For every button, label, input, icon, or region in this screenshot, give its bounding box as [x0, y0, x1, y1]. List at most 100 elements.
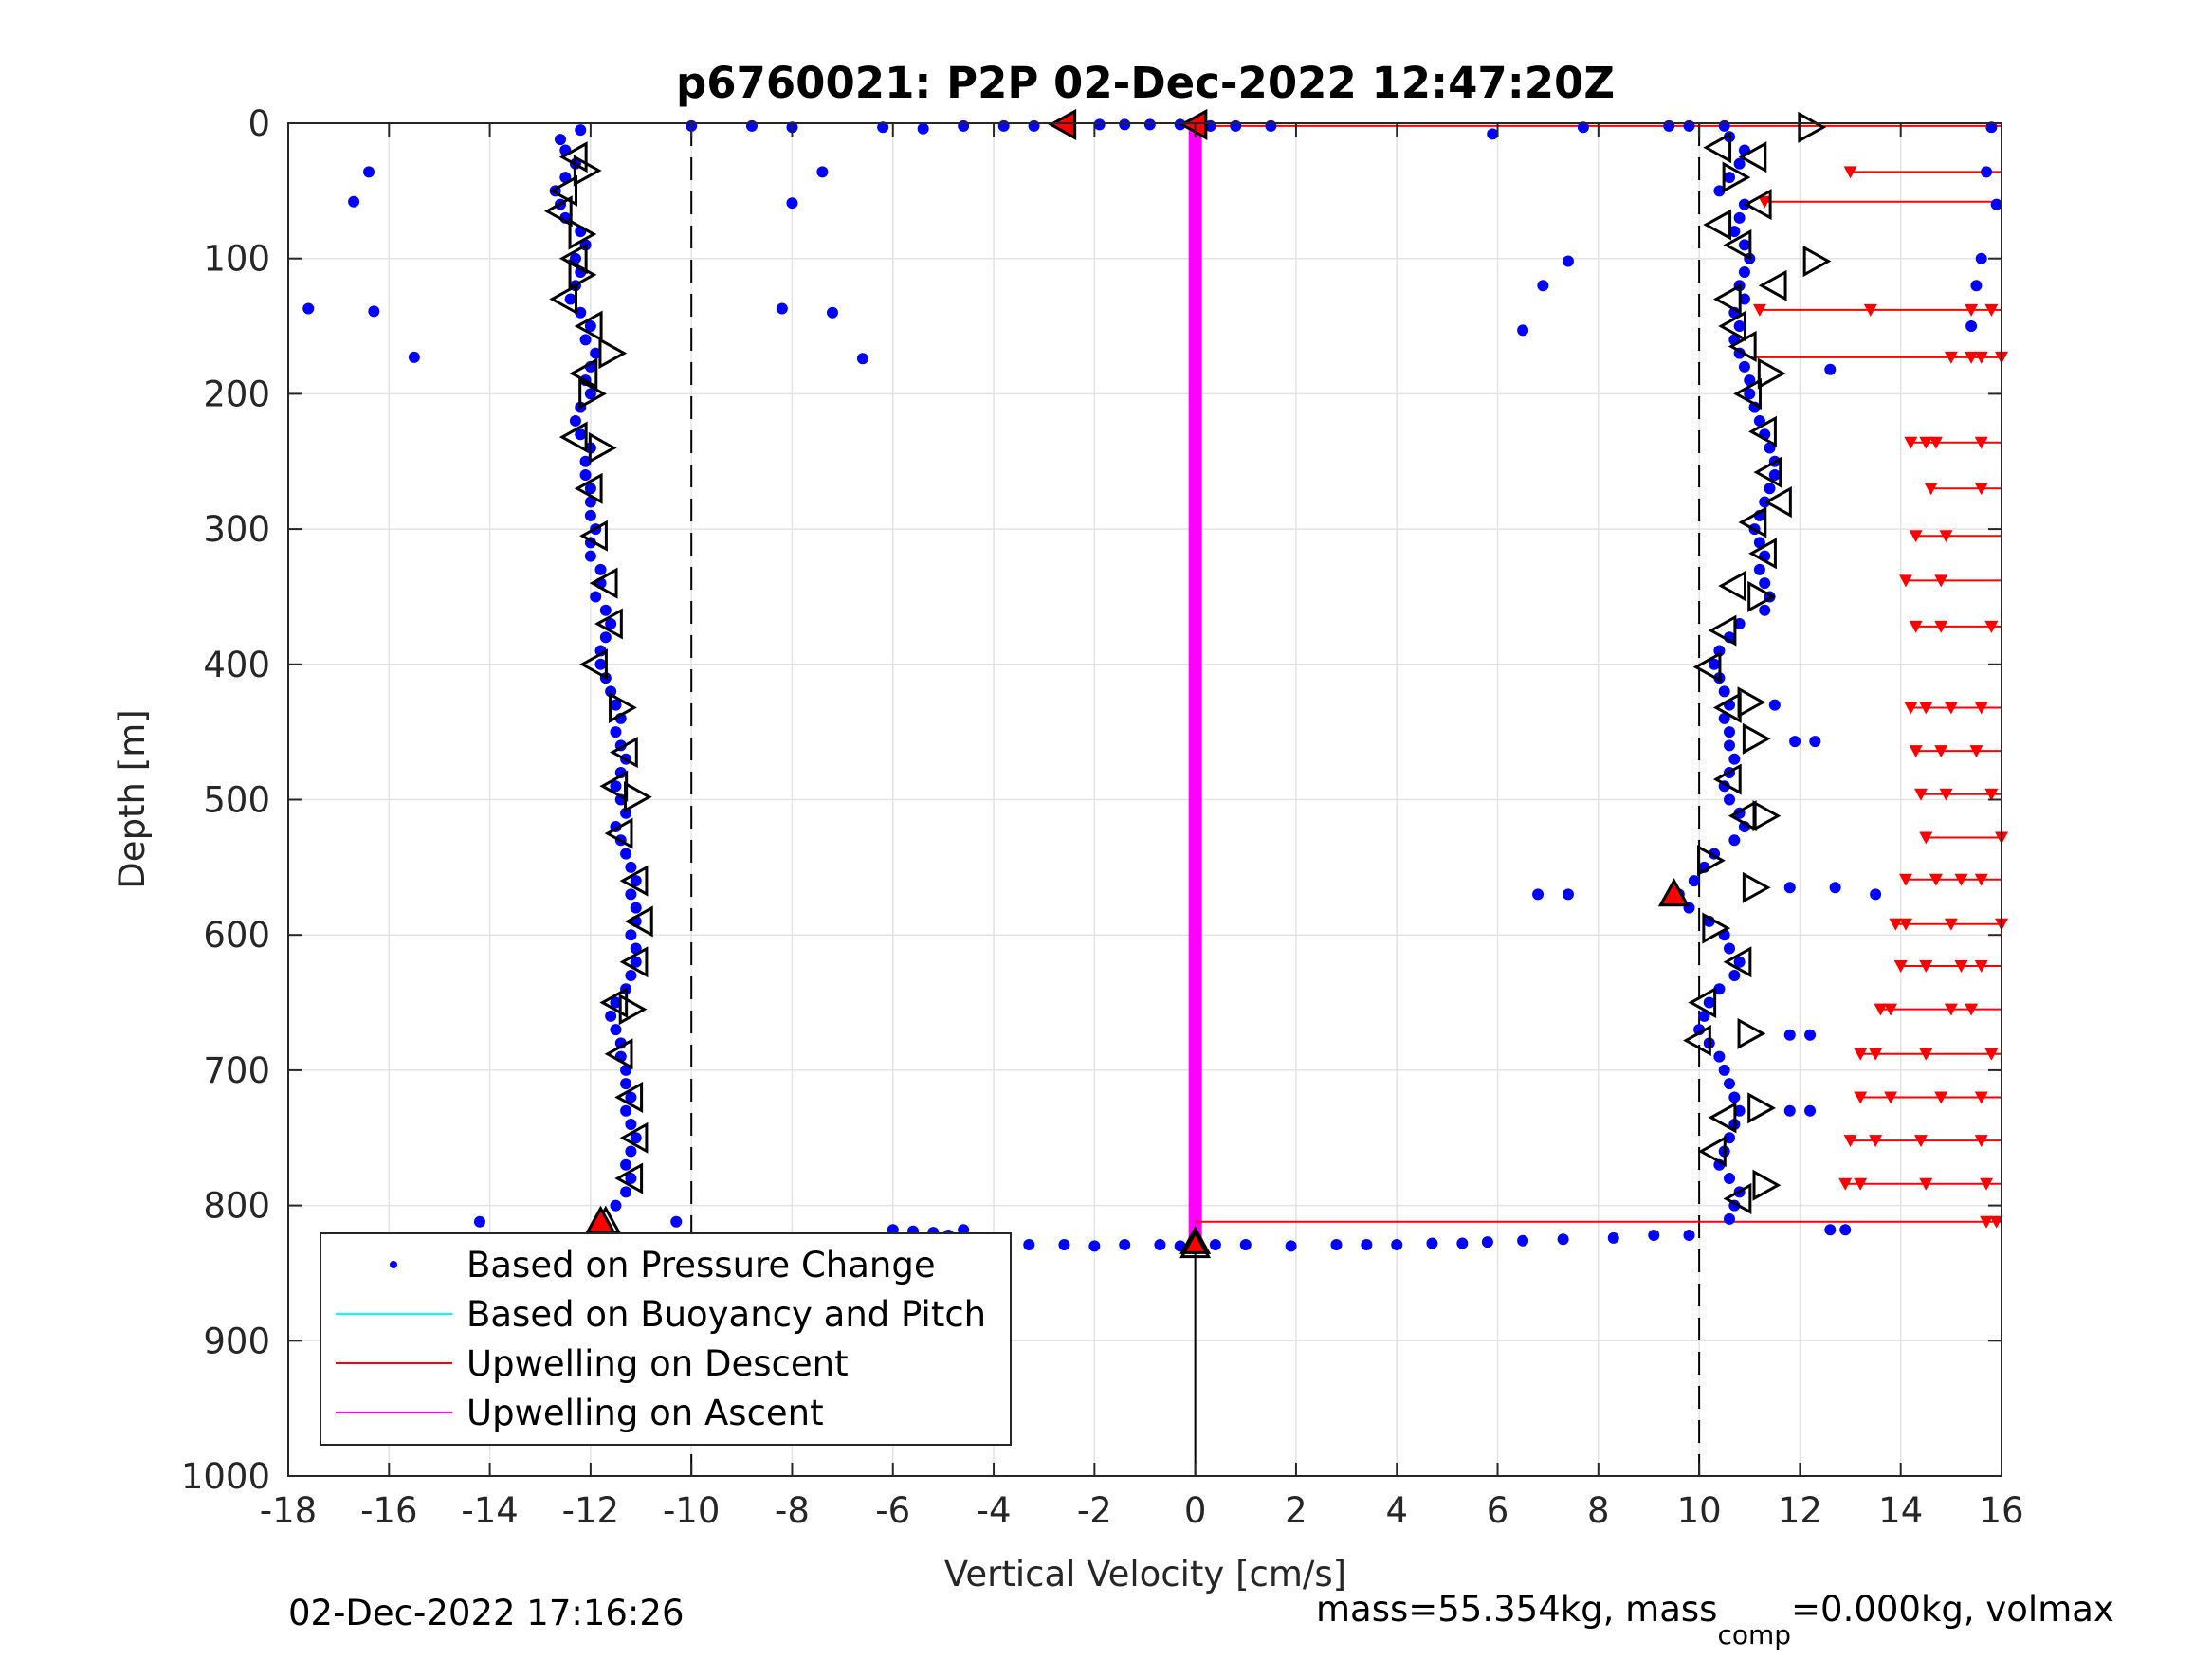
ascent-direction-marker	[1722, 161, 1751, 193]
ascent-direction-marker	[1692, 651, 1722, 684]
pressure-change-point	[620, 1104, 632, 1117]
pressure-change-point	[625, 888, 637, 901]
ascent-direction-marker	[1712, 763, 1742, 795]
pressure-change-point	[1709, 658, 1721, 670]
descent-direction-marker	[609, 737, 638, 769]
descent-direction-marker	[578, 377, 607, 410]
pressure-change-point	[1391, 1238, 1403, 1250]
pressure-change-point	[1688, 875, 1700, 887]
upwelling-descent-marker	[1913, 1135, 1928, 1148]
upwelling-descent-marker	[1980, 1177, 1994, 1191]
pressure-change-point	[1764, 483, 1776, 495]
pressure-change-point	[610, 726, 622, 738]
y-axis-label: Depth [m]	[112, 709, 153, 888]
upwelling-descent-marker	[1913, 788, 1928, 801]
pressure-change-point	[1426, 1237, 1438, 1249]
pressure-change-point	[630, 902, 642, 914]
pressure-change-point	[1703, 996, 1715, 1009]
pressure-change-point	[1718, 119, 1730, 132]
pressure-change-point	[1764, 442, 1776, 454]
pressure-change-point	[1143, 118, 1156, 131]
descent-direction-marker	[614, 1162, 644, 1194]
upwelling-descent-marker	[1758, 195, 1772, 209]
upwelling-descent-marker	[1929, 873, 1943, 886]
ascent-direction-marker	[1747, 1092, 1776, 1124]
pressure-change-point	[575, 124, 587, 137]
pressure-change-point	[594, 658, 607, 670]
mass-subscript: comp	[1717, 1619, 1791, 1650]
event-marker	[1179, 1230, 1212, 1259]
pressure-change-point	[856, 353, 868, 365]
upwelling-descent-marker	[1984, 788, 1999, 801]
footer-timestamp: 02-Dec-2022 17:16:26	[288, 1593, 684, 1633]
pressure-change-point	[1557, 1233, 1569, 1246]
event-marker	[584, 1205, 617, 1234]
y-tick-label: 100	[203, 239, 270, 280]
x-tick-label: 12	[1778, 1490, 1822, 1531]
upwelling-descent-marker	[1843, 1135, 1857, 1148]
descent-direction-marker	[558, 421, 588, 453]
descent-direction-marker	[574, 310, 603, 342]
legend: Based on Pressure Change Based on Buoyan…	[320, 1232, 1012, 1446]
descent-direction-marker	[549, 174, 578, 207]
descent-direction-marker	[618, 994, 648, 1026]
pressure-change-point	[630, 956, 642, 968]
pressure-change-point	[610, 1199, 622, 1212]
upwelling-descent-marker	[1944, 1003, 1958, 1016]
upwelling-descent-marker	[1838, 1177, 1853, 1191]
pressure-change-point	[1361, 1238, 1373, 1250]
upwelling-descent-marker	[1954, 960, 1968, 974]
x-tick-label: -12	[562, 1490, 619, 1531]
x-tick-label: 10	[1677, 1490, 1722, 1531]
upwelling-descent-marker	[1954, 873, 1968, 886]
pressure-change-point	[584, 483, 596, 495]
descent-direction-marker	[619, 1121, 649, 1154]
upwelling-descent-marker	[1974, 436, 1988, 449]
pressure-change-point	[1088, 1240, 1101, 1252]
pressure-change-point	[584, 550, 596, 562]
pressure-change-point	[1970, 280, 1983, 292]
pressure-change-point	[1724, 1132, 1736, 1144]
upwelling-descent-marker	[1944, 702, 1958, 715]
ascent-direction-marker	[1683, 1024, 1711, 1057]
upwelling-descent-marker	[1893, 960, 1908, 974]
ascent-direction-marker	[1703, 209, 1732, 241]
event-marker	[1657, 878, 1691, 907]
pressure-change-point	[1990, 198, 2002, 210]
upwelling-descent-marker	[1863, 303, 1877, 317]
upwelling-descent-marker	[1944, 918, 1958, 931]
pressure-change-point	[1481, 1236, 1493, 1249]
ascent-direction-marker	[1747, 580, 1776, 612]
ascent-direction-marker	[1703, 132, 1732, 164]
pressure-change-point	[1330, 1238, 1343, 1250]
event-marker	[1179, 108, 1208, 140]
pressure-change-point	[348, 195, 360, 208]
pressure-change-point	[1577, 121, 1589, 134]
pressure-change-point	[1718, 1064, 1730, 1076]
axis-ticks: -18 -16 -14 -12 -10 -8 -6 -4 -2 0 2 4 6 8 10 12 14 16 0 100…	[181, 103, 2024, 1531]
y-tick-label: 1000	[181, 1456, 270, 1497]
descent-direction-marker	[574, 472, 603, 504]
ascent-direction-marker	[1718, 570, 1747, 602]
legend-box	[320, 1232, 1012, 1446]
ascent-direction-marker	[1697, 845, 1726, 877]
pressure-change-point	[1738, 293, 1750, 305]
descent-direction-marker	[604, 1038, 633, 1070]
event-marker	[1048, 108, 1077, 140]
upwelling-descent-marker	[1869, 1135, 1883, 1148]
pressure-change-point	[1744, 374, 1756, 387]
pressure-change-point	[584, 388, 596, 400]
upwelling-descent-marker	[1899, 918, 1913, 931]
pressure-change-point	[584, 320, 596, 333]
pressure-change-point	[1562, 888, 1574, 901]
descent-direction-marker	[624, 781, 652, 813]
pressure-change-point	[816, 166, 829, 178]
y-tick-label: 500	[203, 780, 270, 821]
pressure-change-point	[569, 414, 581, 427]
pressure-change-point	[1698, 1010, 1710, 1022]
upwelling-descent-marker	[1889, 918, 1903, 931]
pressure-change-point	[610, 699, 622, 711]
upwelling-descent-marker	[1984, 303, 1999, 317]
pressure-change-point	[1824, 1224, 1837, 1236]
pressure-change-point	[610, 996, 622, 1009]
